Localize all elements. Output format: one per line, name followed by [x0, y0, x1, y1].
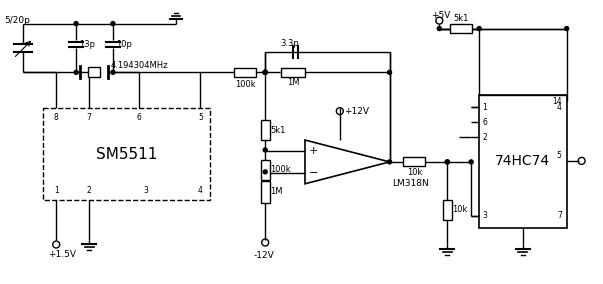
Circle shape	[388, 70, 391, 74]
Bar	[281, 68, 305, 77]
Text: LM318N: LM318N	[393, 179, 429, 188]
Text: 10p: 10p	[116, 40, 132, 49]
Text: 3: 3	[144, 186, 148, 195]
Bar	[235, 68, 256, 77]
Circle shape	[263, 70, 267, 74]
Text: 4.194304MHz: 4.194304MHz	[111, 61, 168, 70]
Circle shape	[111, 22, 115, 26]
Circle shape	[263, 148, 267, 152]
Circle shape	[263, 70, 267, 74]
Text: 5k1: 5k1	[270, 126, 286, 135]
Text: 100k: 100k	[235, 80, 256, 89]
Circle shape	[74, 22, 78, 26]
Text: 74HC74: 74HC74	[495, 154, 551, 168]
Bar	[450, 24, 472, 33]
Text: 6: 6	[482, 118, 487, 127]
Text: 6: 6	[136, 113, 141, 122]
Text: 1M: 1M	[287, 78, 299, 87]
Text: 1: 1	[54, 186, 58, 195]
Text: +1.5V: +1.5V	[48, 250, 76, 259]
Text: 3: 3	[482, 211, 487, 220]
Bar	[260, 120, 270, 140]
Text: 100k: 100k	[270, 165, 291, 174]
Text: 4: 4	[557, 103, 562, 112]
Circle shape	[445, 160, 449, 164]
Text: 13p: 13p	[79, 40, 95, 49]
Circle shape	[388, 160, 391, 164]
Text: 7: 7	[87, 113, 92, 122]
Text: 5: 5	[198, 113, 203, 122]
Circle shape	[74, 70, 78, 74]
Text: 5k1: 5k1	[453, 14, 469, 23]
Text: −: −	[309, 168, 318, 178]
Bar	[479, 95, 567, 227]
Bar	[403, 157, 425, 166]
Text: 2: 2	[482, 133, 487, 141]
Text: +: +	[309, 146, 318, 156]
Circle shape	[477, 27, 481, 31]
Bar	[443, 200, 452, 220]
Text: 14: 14	[552, 97, 562, 106]
Text: 3.3p: 3.3p	[280, 39, 300, 48]
Text: +12V: +12V	[344, 107, 369, 116]
Text: +5V: +5V	[431, 11, 450, 20]
Circle shape	[469, 160, 473, 164]
Circle shape	[564, 27, 569, 31]
Circle shape	[445, 160, 449, 164]
Text: 1M: 1M	[270, 187, 283, 196]
Circle shape	[437, 27, 441, 31]
Text: 8: 8	[54, 113, 58, 122]
Text: 10k: 10k	[407, 168, 422, 177]
Circle shape	[263, 170, 267, 174]
Circle shape	[263, 70, 267, 74]
Bar	[43, 108, 210, 200]
Circle shape	[263, 70, 267, 74]
Bar	[260, 181, 270, 203]
Text: 5/20p: 5/20p	[4, 16, 30, 25]
Text: 1: 1	[482, 103, 487, 112]
Text: 10k: 10k	[452, 205, 468, 214]
Circle shape	[111, 70, 115, 74]
Text: -12V: -12V	[253, 251, 274, 260]
Text: 2: 2	[87, 186, 92, 195]
Text: 4: 4	[198, 186, 203, 195]
Bar	[260, 160, 270, 180]
Text: SM5511: SM5511	[96, 147, 157, 162]
Bar	[88, 67, 100, 77]
Text: 7: 7	[557, 211, 562, 220]
Text: 5: 5	[557, 151, 562, 160]
